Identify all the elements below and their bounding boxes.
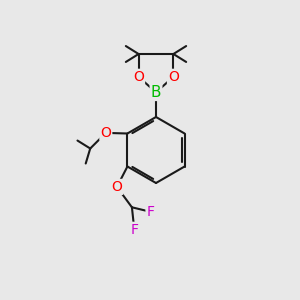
Text: O: O: [100, 126, 111, 140]
Text: O: O: [112, 180, 122, 194]
Text: F: F: [130, 223, 138, 237]
Text: O: O: [168, 70, 179, 84]
Text: B: B: [151, 85, 161, 100]
Text: O: O: [133, 70, 144, 84]
Text: F: F: [146, 205, 154, 219]
